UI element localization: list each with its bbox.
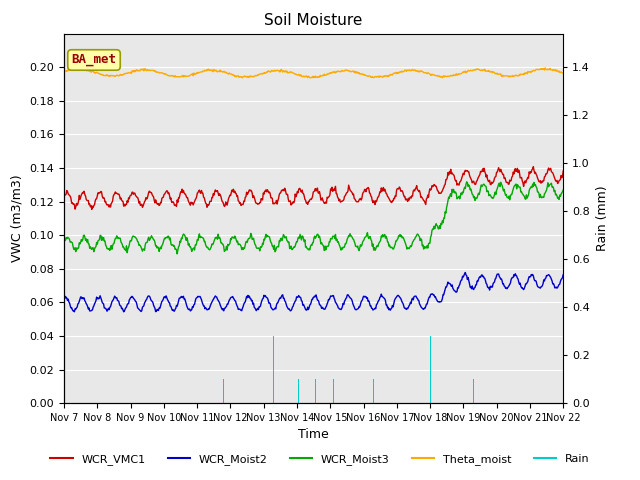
- Y-axis label: Rain (mm): Rain (mm): [596, 186, 609, 251]
- Text: BA_met: BA_met: [72, 53, 116, 67]
- X-axis label: Time: Time: [298, 429, 329, 442]
- Legend: WCR_VMC1, WCR_Moist2, WCR_Moist3, Theta_moist, Rain: WCR_VMC1, WCR_Moist2, WCR_Moist3, Theta_…: [46, 450, 594, 469]
- Title: Soil Moisture: Soil Moisture: [264, 13, 363, 28]
- Y-axis label: VWC (m3/m3): VWC (m3/m3): [11, 175, 24, 262]
